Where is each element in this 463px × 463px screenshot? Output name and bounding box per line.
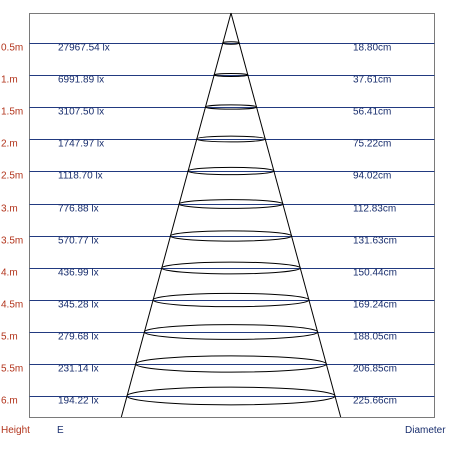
footer: Height E Diameter <box>1 425 446 436</box>
row-diameter: 94.02cm <box>353 171 391 182</box>
row-illuminance: 570.77 lx <box>58 236 99 247</box>
diagram-frame <box>29 13 435 418</box>
row-height: 0.5m <box>1 43 23 54</box>
row-illuminance: 279.68 lx <box>58 332 99 343</box>
row-height: 3.5m <box>1 236 23 247</box>
beam-edge-right <box>230 12 342 418</box>
row-height: 1.5m <box>1 107 23 118</box>
row-height: 5.m <box>1 332 18 343</box>
beam-edge-left <box>120 12 232 418</box>
row-illuminance: 345.28 lx <box>58 300 99 311</box>
row-illuminance: 1747.97 lx <box>58 139 104 150</box>
row-diameter: 131.63cm <box>353 236 397 247</box>
row-diameter: 169.24cm <box>353 300 397 311</box>
beam-cone <box>120 12 342 418</box>
row-illuminance: 194.22 lx <box>58 396 99 407</box>
row-diameter: 150.44cm <box>353 268 397 279</box>
row-diameter: 112.83cm <box>353 204 396 215</box>
row-illuminance: 27967.54 lx <box>58 43 110 54</box>
row-illuminance: 231.14 lx <box>58 364 99 375</box>
row-diameter: 37.61cm <box>353 75 391 86</box>
row-diameter: 18.80cm <box>353 43 391 54</box>
row-height: 2.5m <box>1 171 23 182</box>
row-height: 6.m <box>1 396 18 407</box>
row-height: 2.m <box>1 139 18 150</box>
row-illuminance: 1118.70 lx <box>58 171 103 182</box>
row-height: 4.m <box>1 268 18 279</box>
row-height: 3.m <box>1 204 18 215</box>
row-illuminance: 3107.50 lx <box>58 107 104 118</box>
row-illuminance: 776.88 lx <box>58 204 99 215</box>
row-diameter: 206.85cm <box>353 364 397 375</box>
row-diameter: 56.41cm <box>353 107 391 118</box>
row-height: 4.5m <box>1 300 23 311</box>
illuminance-column-label: E <box>57 425 64 436</box>
row-diameter: 188.05cm <box>353 332 397 343</box>
rows-group: 0.5m 27967.54 lx 18.80cm 1.m 6991.89 lx 37.61… <box>1 43 435 407</box>
row-height: 5.5m <box>1 364 23 375</box>
row-illuminance: 6991.89 lx <box>58 75 104 86</box>
row-height: 1.m <box>1 75 18 86</box>
row-diameter: 75.22cm <box>353 139 391 150</box>
row-illuminance: 436.99 lx <box>58 268 99 279</box>
height-column-label: Height <box>1 425 30 436</box>
row-diameter: 225.66cm <box>353 396 397 407</box>
diameter-column-label: Diameter <box>405 425 446 436</box>
